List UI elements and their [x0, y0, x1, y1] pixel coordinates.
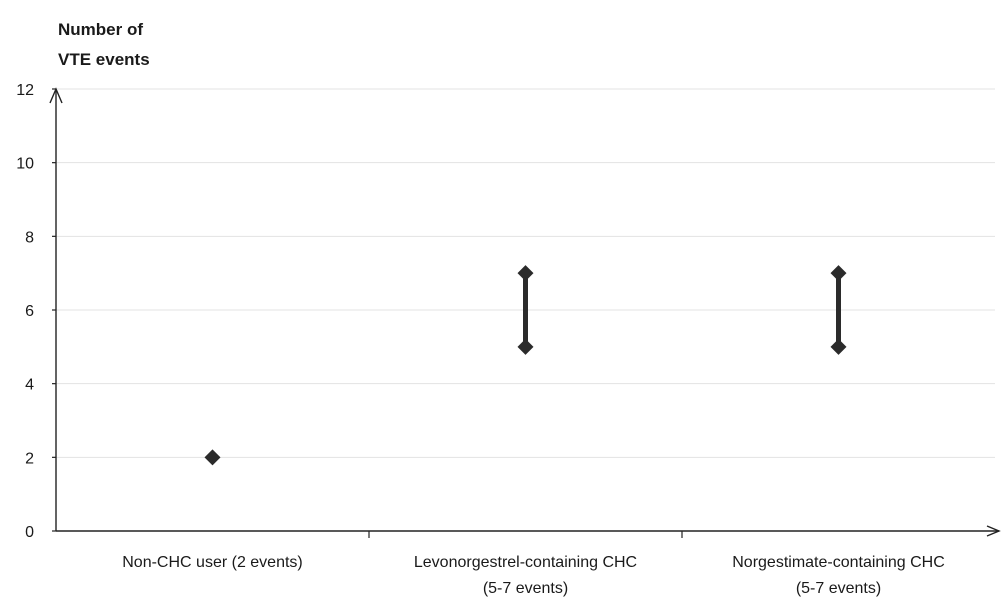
y-tick-label: 10	[16, 156, 34, 173]
x-category-label: (5-7 events)	[483, 580, 568, 597]
y-tick-label: 6	[25, 303, 34, 320]
y-tick-label: 8	[25, 229, 34, 246]
y-tick-label: 2	[25, 450, 34, 467]
axes	[49, 87, 1001, 538]
y-tick-label: 4	[25, 377, 34, 394]
x-category-label: Levonorgestrel-containing CHC	[414, 554, 637, 571]
high-value-marker	[517, 265, 534, 282]
y-tick-label: 0	[25, 524, 34, 541]
y-axis-title-line: VTE events	[58, 50, 150, 69]
x-category-label: (5-7 events)	[796, 580, 881, 597]
low-value-marker	[517, 338, 534, 355]
point-marker	[204, 449, 221, 466]
y-tick-label: 12	[16, 82, 34, 99]
y-axis-arrow	[49, 87, 63, 104]
x-axis-categories: Non-CHC user (2 events) Levonorgestrel-co…	[122, 554, 945, 597]
y-axis-title: Number of VTE events	[58, 20, 150, 69]
y-axis-ticks: 0 2 4 6 8 10 12	[16, 82, 56, 541]
x-category-label: Non-CHC user (2 events)	[122, 554, 303, 571]
high-value-marker	[830, 265, 847, 282]
x-category-label: Norgestimate-containing CHC	[732, 554, 945, 571]
data-marks	[204, 265, 847, 466]
x-axis-arrow	[986, 525, 1001, 537]
low-value-marker	[830, 338, 847, 355]
y-axis-title-line: Number of	[58, 20, 143, 39]
